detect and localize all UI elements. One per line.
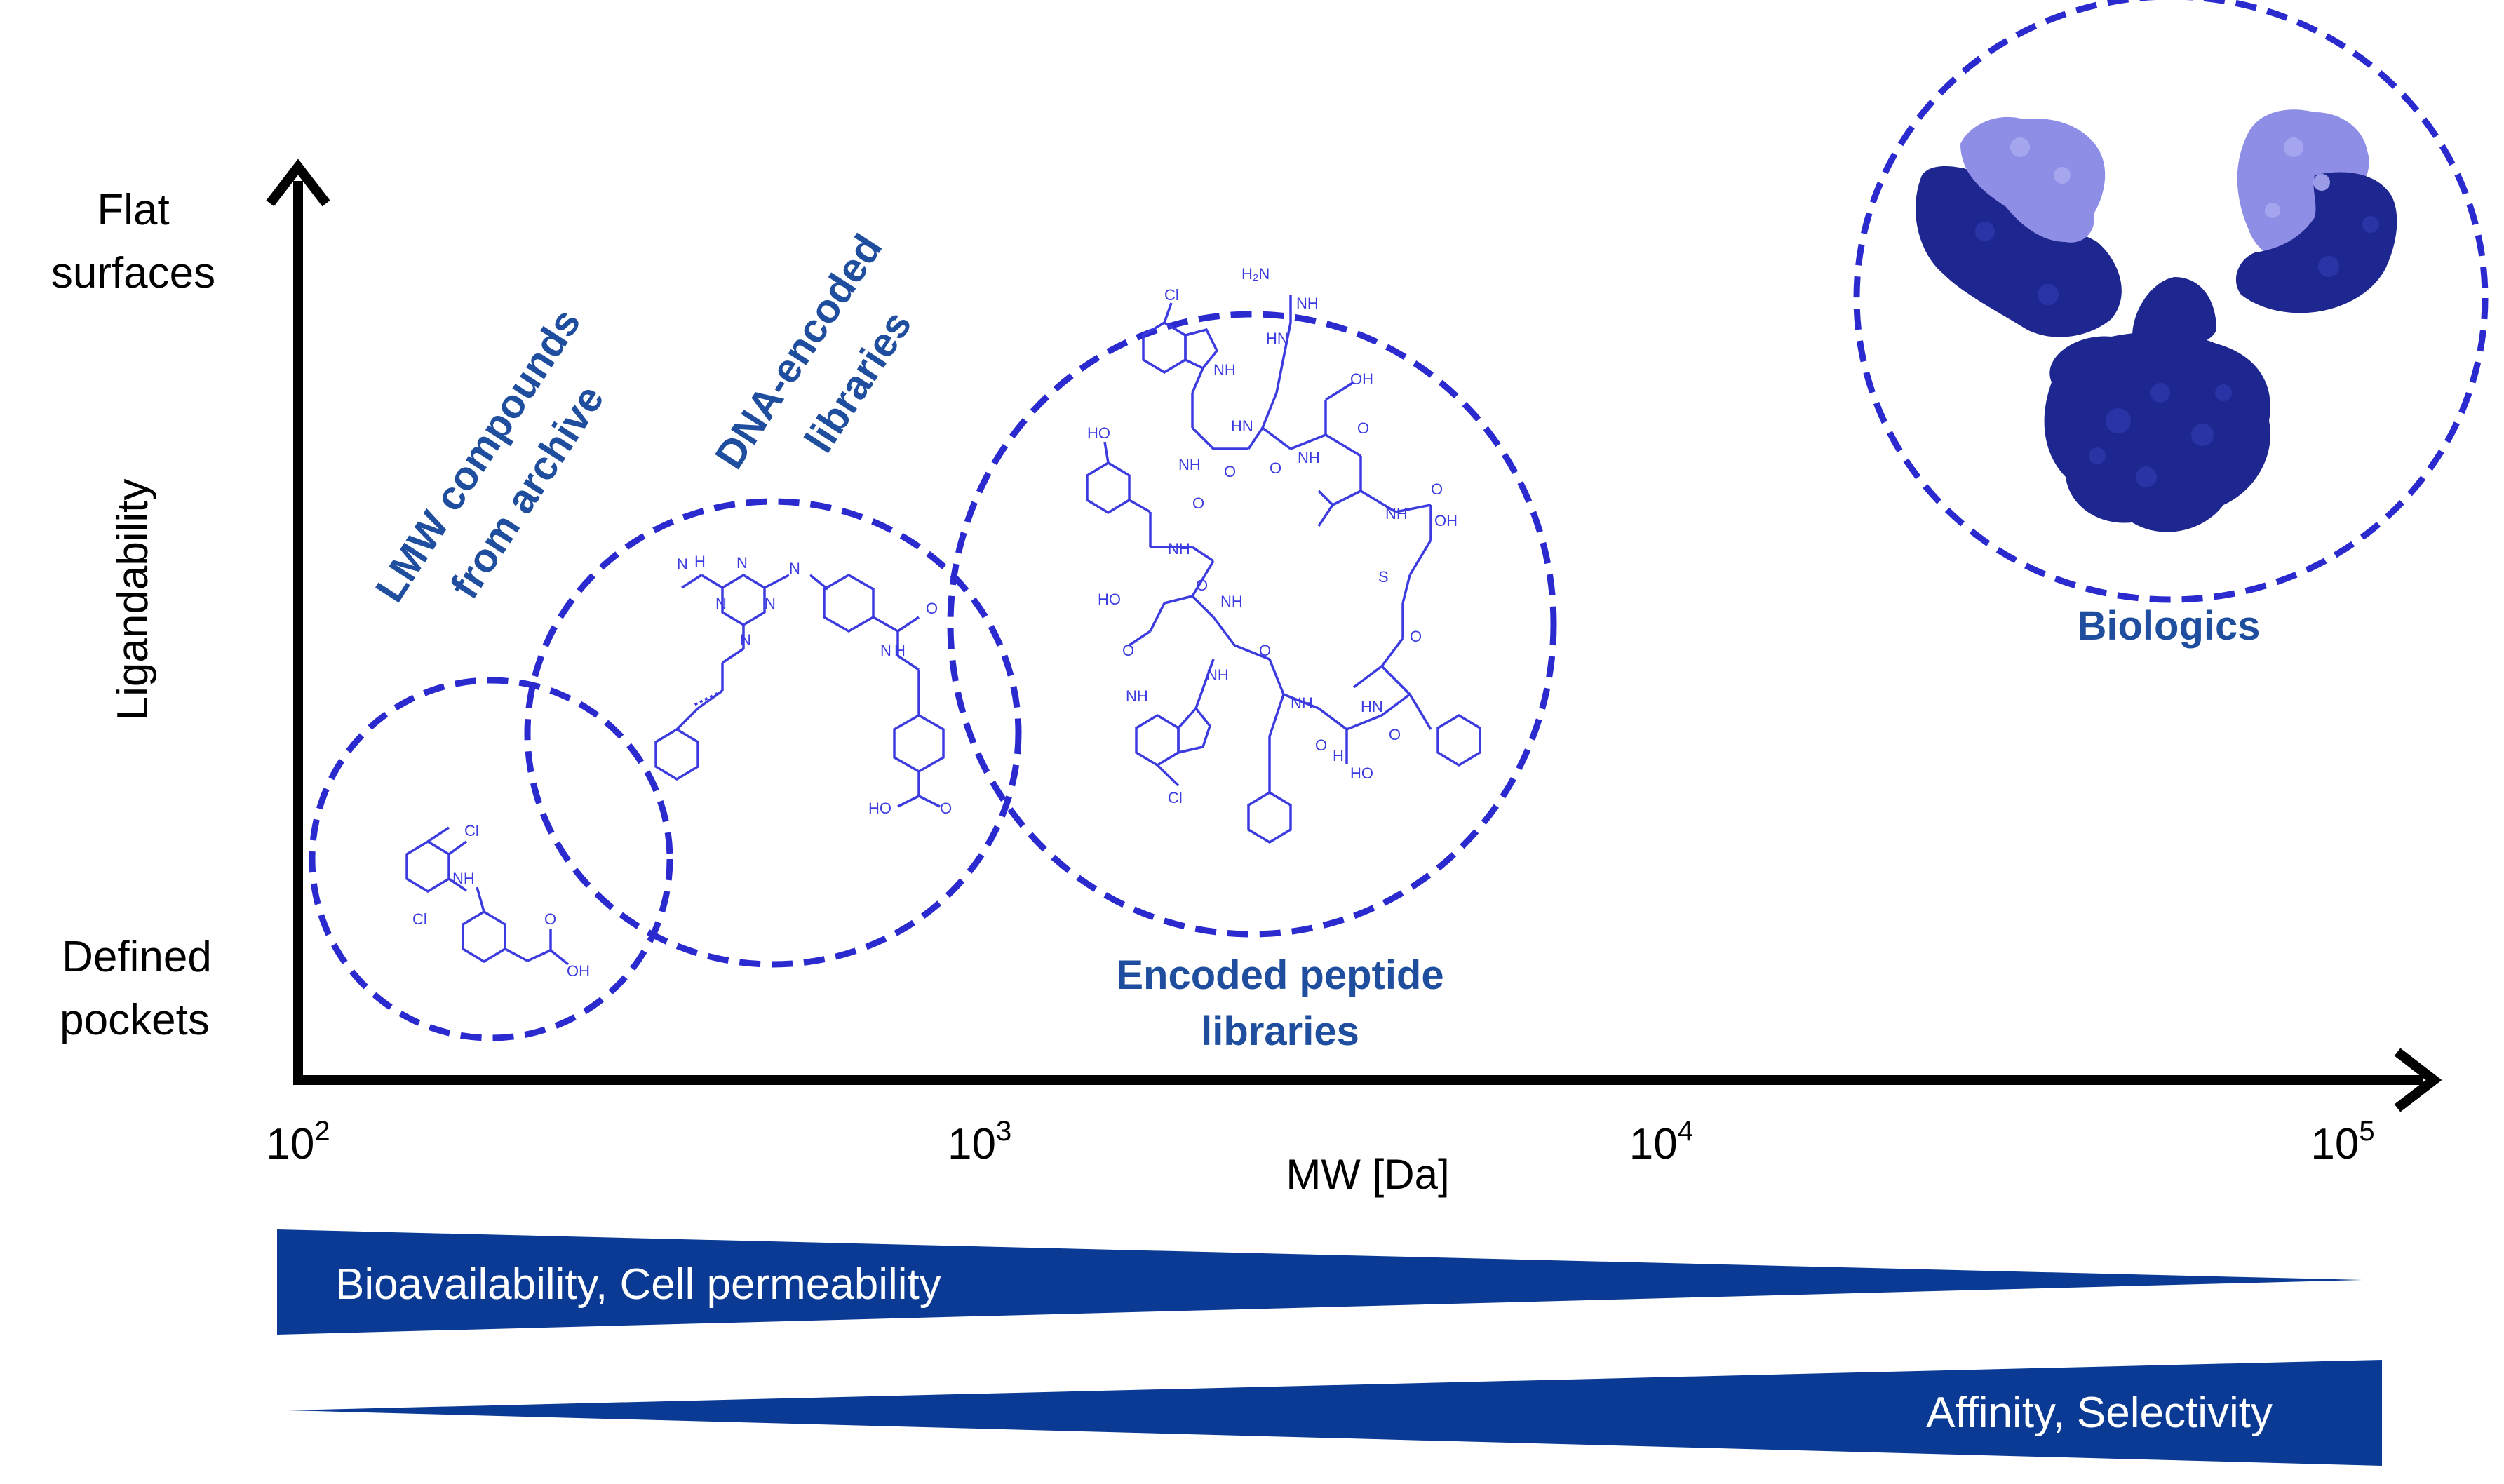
atom-nh: NH xyxy=(1298,449,1320,466)
x-tick-label-4: 104 xyxy=(1629,1116,1693,1168)
atom-o: O xyxy=(544,910,556,928)
del-circle xyxy=(524,498,1022,968)
atom-o: O xyxy=(1357,419,1369,437)
del-molecule xyxy=(654,573,945,808)
bioavailability-label: Bioavailability, Cell permeability xyxy=(335,1260,941,1309)
lmw-atom-labels: Cl NH Cl O OH xyxy=(412,822,590,980)
atom-o: O xyxy=(1196,576,1208,594)
biologics-label: Biologics xyxy=(2077,603,2260,649)
lmw-circle xyxy=(309,677,673,1041)
atom-n: N xyxy=(765,595,776,612)
atom-oh: OH xyxy=(1434,512,1458,529)
atom-ho: HO xyxy=(1350,764,1373,782)
y-axis-top-label-line2: surfaces xyxy=(51,249,215,297)
atom-h: H xyxy=(1333,747,1344,764)
atom-nh: NH xyxy=(1168,540,1190,558)
atom-o: O xyxy=(1192,494,1204,512)
antibody-fab-right-heavy xyxy=(2235,172,2397,313)
atom-o: O xyxy=(1315,736,1327,754)
antibody-fab-left-light xyxy=(1960,116,2106,243)
atom-nh: NH xyxy=(1385,505,1408,522)
x-tick-label-2: 102 xyxy=(266,1116,330,1168)
x-axis-ticks: 102 103 104 105 xyxy=(266,1116,2374,1168)
atom-hn: HN xyxy=(1231,417,1253,435)
atom-o: O xyxy=(1122,642,1134,659)
atom-oh: OH xyxy=(567,962,590,980)
atom-cl: Cl xyxy=(464,822,479,839)
y-axis-title: Ligandability xyxy=(109,479,157,721)
atom-o: O xyxy=(1259,642,1271,659)
atom-o: O xyxy=(1389,726,1401,743)
atom-nh: NH xyxy=(1178,456,1201,473)
atom-o: O xyxy=(1410,628,1422,645)
category-circles xyxy=(309,0,2489,1041)
x-tick-label-5: 105 xyxy=(2310,1116,2374,1168)
atom-hn: HN xyxy=(1266,330,1288,347)
antibody-hinge xyxy=(2132,277,2216,350)
y-axis-bottom-label-line2: pockets xyxy=(60,996,210,1044)
x-tick-label-3: 103 xyxy=(948,1116,1011,1168)
affinity-label: Affinity, Selectivity xyxy=(1926,1389,2273,1437)
axes xyxy=(266,158,2442,1112)
atom-nh: NH xyxy=(1213,361,1236,379)
atom-nh: NH xyxy=(1291,694,1313,712)
atom-ho: HO xyxy=(868,800,891,817)
lmw-molecule xyxy=(405,826,570,966)
trend-wedges xyxy=(277,1229,2382,1466)
atom-cl: Cl xyxy=(1164,286,1179,304)
atom-h2n: H₂N xyxy=(1241,265,1270,283)
atom-n: N xyxy=(789,560,800,577)
bioavailability-wedge xyxy=(277,1229,2362,1335)
atom-o: O xyxy=(926,600,938,617)
antibody-fab-right-light xyxy=(2237,109,2369,260)
atom-h: H xyxy=(894,642,906,659)
atom-ho: HO xyxy=(1087,424,1110,442)
biologics-circle xyxy=(1853,0,2489,603)
atom-nh: NH xyxy=(1296,295,1319,312)
atom-n: N xyxy=(740,631,751,649)
peptide-atom-labels: Cl NH H₂N NH HN OH HO HN O NH O NH O O N… xyxy=(1087,265,1458,807)
atom-nh: NH xyxy=(452,870,475,887)
atom-o: O xyxy=(1431,480,1443,498)
atom-hn: HN xyxy=(1361,698,1383,715)
peptide-circle xyxy=(947,311,1557,938)
x-axis-arrowhead xyxy=(2394,1048,2442,1112)
peptide-label-line2: libraries xyxy=(1201,1009,1359,1054)
atom-o: O xyxy=(1224,463,1236,480)
y-axis-arrowhead xyxy=(266,158,330,207)
atom-n: N xyxy=(736,554,748,572)
atom-n: N xyxy=(880,642,891,659)
peptide-label-line1: Encoded peptide xyxy=(1116,952,1443,998)
antibody-fc xyxy=(2044,332,2270,532)
atom-oh: OH xyxy=(1350,370,1373,388)
atom-nh: NH xyxy=(1126,687,1148,705)
y-axis-top-label-line1: Flat xyxy=(97,186,169,234)
atom-n: N xyxy=(715,595,727,612)
affinity-wedge xyxy=(288,1360,2382,1466)
antibody-structure xyxy=(1916,109,2397,532)
atom-cl: Cl xyxy=(1168,789,1183,807)
y-axis-bottom-label-line1: Defined xyxy=(62,933,212,981)
atom-n: N xyxy=(677,555,688,573)
atom-cl: Cl xyxy=(412,910,427,928)
x-axis-title: MW [Da] xyxy=(1286,1151,1449,1198)
atom-nh: NH xyxy=(1220,593,1243,610)
atom-nh: NH xyxy=(1206,666,1229,684)
atom-s: S xyxy=(1378,568,1389,586)
antibody-fab-left-heavy xyxy=(1916,166,2122,337)
atom-o: O xyxy=(940,800,952,817)
atom-ho: HO xyxy=(1098,591,1121,608)
atom-h: H xyxy=(694,553,706,570)
peptide-molecule xyxy=(1086,295,1481,844)
del-atom-labels: N H N N N N N O N H HO O xyxy=(677,553,952,817)
category-labels: LMW compounds from archive DNA-encoded l… xyxy=(367,227,2261,1054)
atom-o: O xyxy=(1270,459,1281,477)
